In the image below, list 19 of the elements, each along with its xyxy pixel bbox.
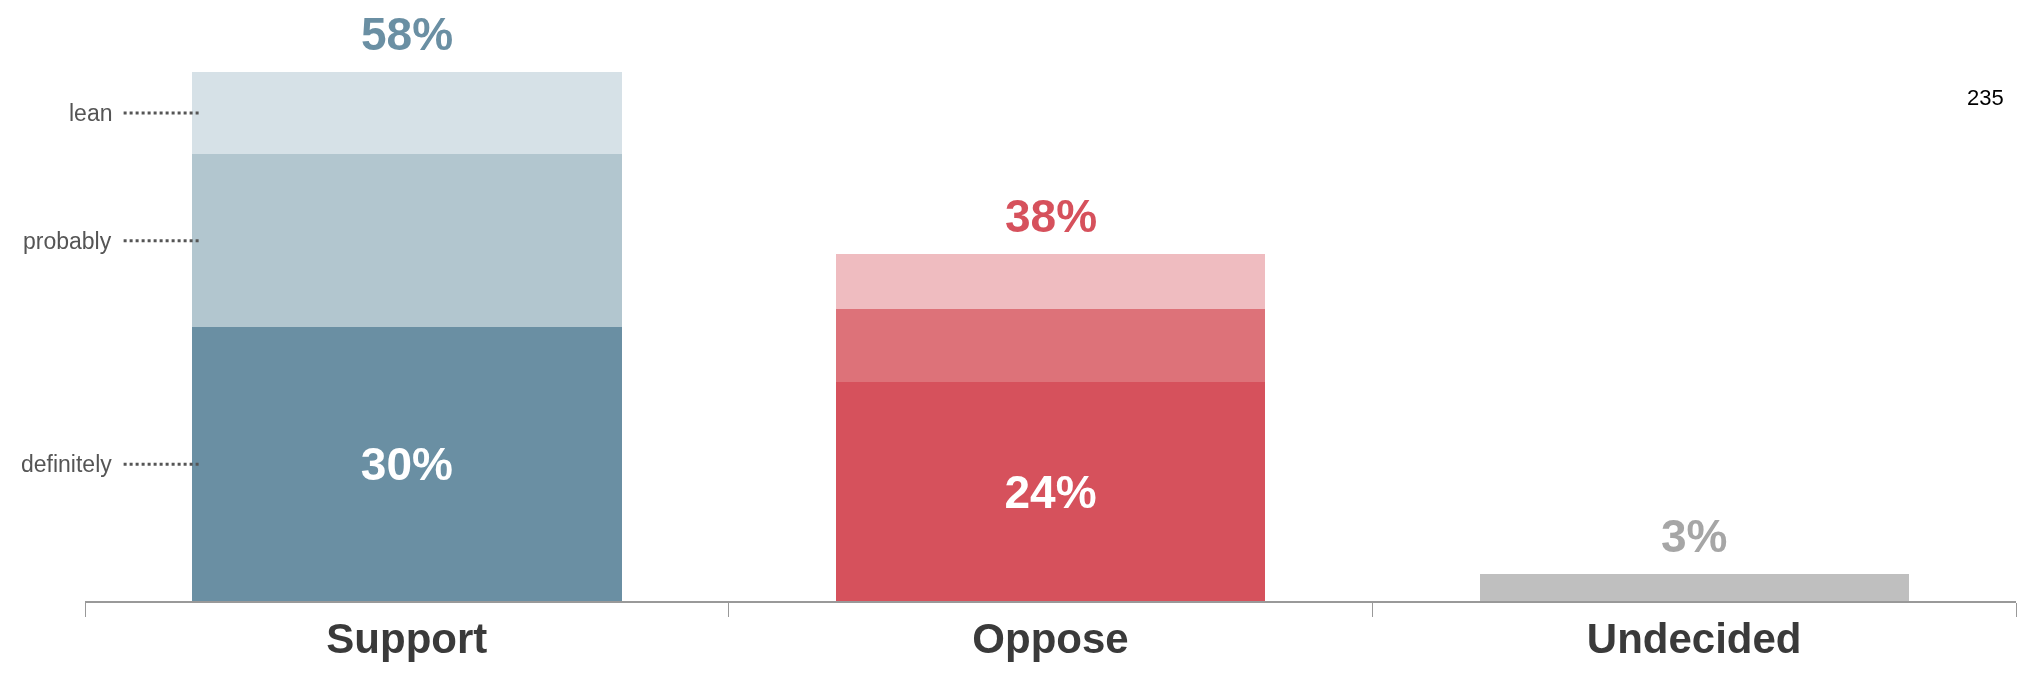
bar	[1479, 573, 1909, 601]
x-tick-label: Support	[326, 615, 488, 663]
total-label: 58%	[361, 8, 454, 60]
x-tick-label: Oppose	[972, 615, 1129, 663]
text: probably	[23, 228, 112, 254]
data-label: 30%	[360, 438, 453, 491]
text: lean	[69, 100, 113, 126]
bar	[192, 72, 622, 155]
bar	[835, 254, 1266, 310]
total-label: 38%	[1005, 190, 1098, 242]
bar	[192, 327, 622, 601]
bar	[835, 382, 1266, 601]
x-tick-label: Undecided	[1586, 615, 1802, 663]
bar	[835, 309, 1266, 383]
bar	[192, 154, 622, 328]
text: definitely	[21, 451, 113, 477]
annotation: 235	[1967, 85, 2004, 110]
total-label: 3%	[1661, 510, 1728, 562]
data-label: 24%	[1004, 465, 1097, 518]
